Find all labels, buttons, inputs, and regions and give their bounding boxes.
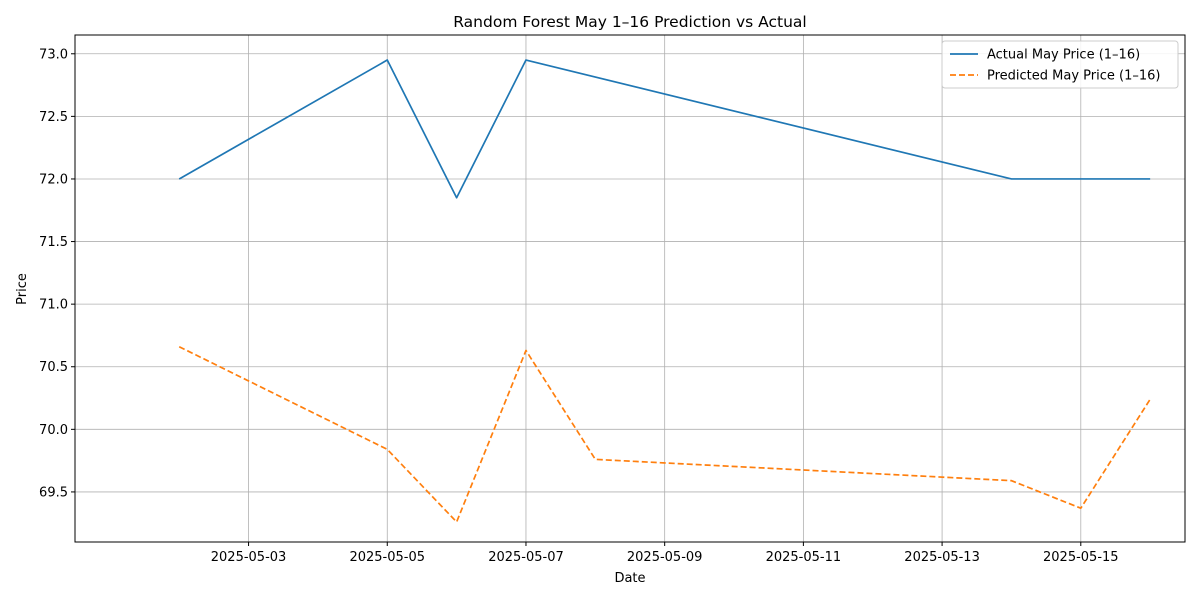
y-tick-label: 70.0 — [39, 423, 68, 438]
plot-frame — [74, 34, 1186, 543]
series-layer — [178, 59, 1151, 523]
legend-box — [941, 40, 1179, 89]
y-tick-label: 72.0 — [39, 172, 68, 187]
y-axis-ticks: 69.5 70.0 70.5 71.0 71.5 72.0 72.5 73.0 — [39, 47, 75, 500]
x-axis-ticks: 2025-05-03 2025-05-05 2025-05-07 2025-05-09… — [211, 542, 1119, 565]
x-tick-label: 2025-05-09 — [627, 550, 703, 565]
legend-label-predicted: Predicted May Price (1–16) — [987, 69, 1160, 84]
legend-label-actual: Actual May Price (1–16) — [987, 48, 1140, 63]
grid-lines — [75, 35, 1185, 542]
x-tick-label: 2025-05-15 — [1043, 550, 1119, 565]
x-tick-label: 2025-05-03 — [211, 550, 287, 565]
y-tick-label: 70.5 — [39, 360, 68, 375]
y-tick-label: 72.5 — [39, 110, 68, 125]
chart-title: Random Forest May 1–16 Prediction vs Act… — [453, 13, 807, 31]
y-tick-label: 69.5 — [39, 485, 68, 500]
y-axis-title: Price — [15, 273, 30, 305]
x-tick-label: 2025-05-13 — [904, 550, 980, 565]
x-tick-label: 2025-05-07 — [488, 550, 564, 565]
y-tick-label: 71.5 — [39, 235, 68, 250]
predicted-price-line — [178, 345, 1151, 523]
x-tick-label: 2025-05-05 — [349, 550, 425, 565]
y-tick-label: 71.0 — [39, 298, 68, 313]
y-tick-label: 73.0 — [39, 47, 68, 62]
x-tick-label: 2025-05-11 — [766, 550, 842, 565]
x-axis-title: Date — [614, 571, 645, 586]
actual-price-line — [178, 59, 1151, 199]
legend: Actual May Price (1–16) Predicted May Pr… — [941, 40, 1179, 89]
